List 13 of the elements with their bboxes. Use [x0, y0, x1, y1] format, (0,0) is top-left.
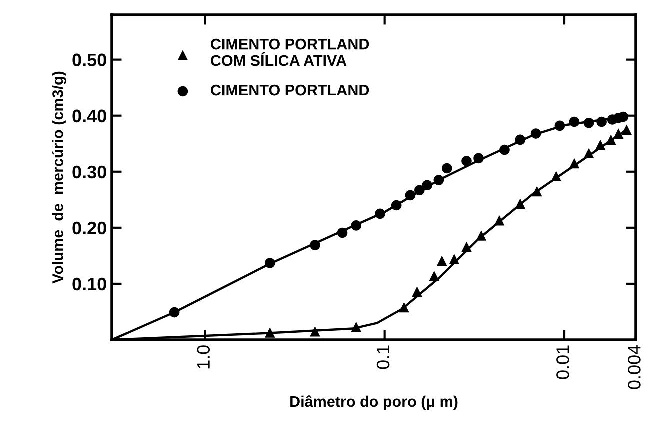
x-axis-title: Diâmetro do poro (μ m)	[290, 396, 458, 410]
y-tick-label: 0.40	[72, 110, 106, 123]
y-tick-label: 0.10	[72, 278, 106, 291]
x-tick-label: 0.1	[376, 346, 390, 370]
x-tick-label: 0.004	[628, 345, 641, 390]
y-axis-title: Volume de mercúrio (cm3/g)	[52, 72, 66, 284]
x-tick-label: 1.0	[197, 346, 210, 369]
y-tick-label: 0.20	[72, 222, 106, 235]
legend-label: CIMENTO PORTLAND	[211, 84, 370, 96]
y-tick-label: 0.50	[72, 54, 106, 67]
y-tick-label: 0.30	[72, 166, 106, 179]
x-tick-label: 0.01	[556, 346, 570, 380]
legend-label: CIMENTO PORTLAND COM SÍLICA ATIVA	[211, 38, 370, 66]
